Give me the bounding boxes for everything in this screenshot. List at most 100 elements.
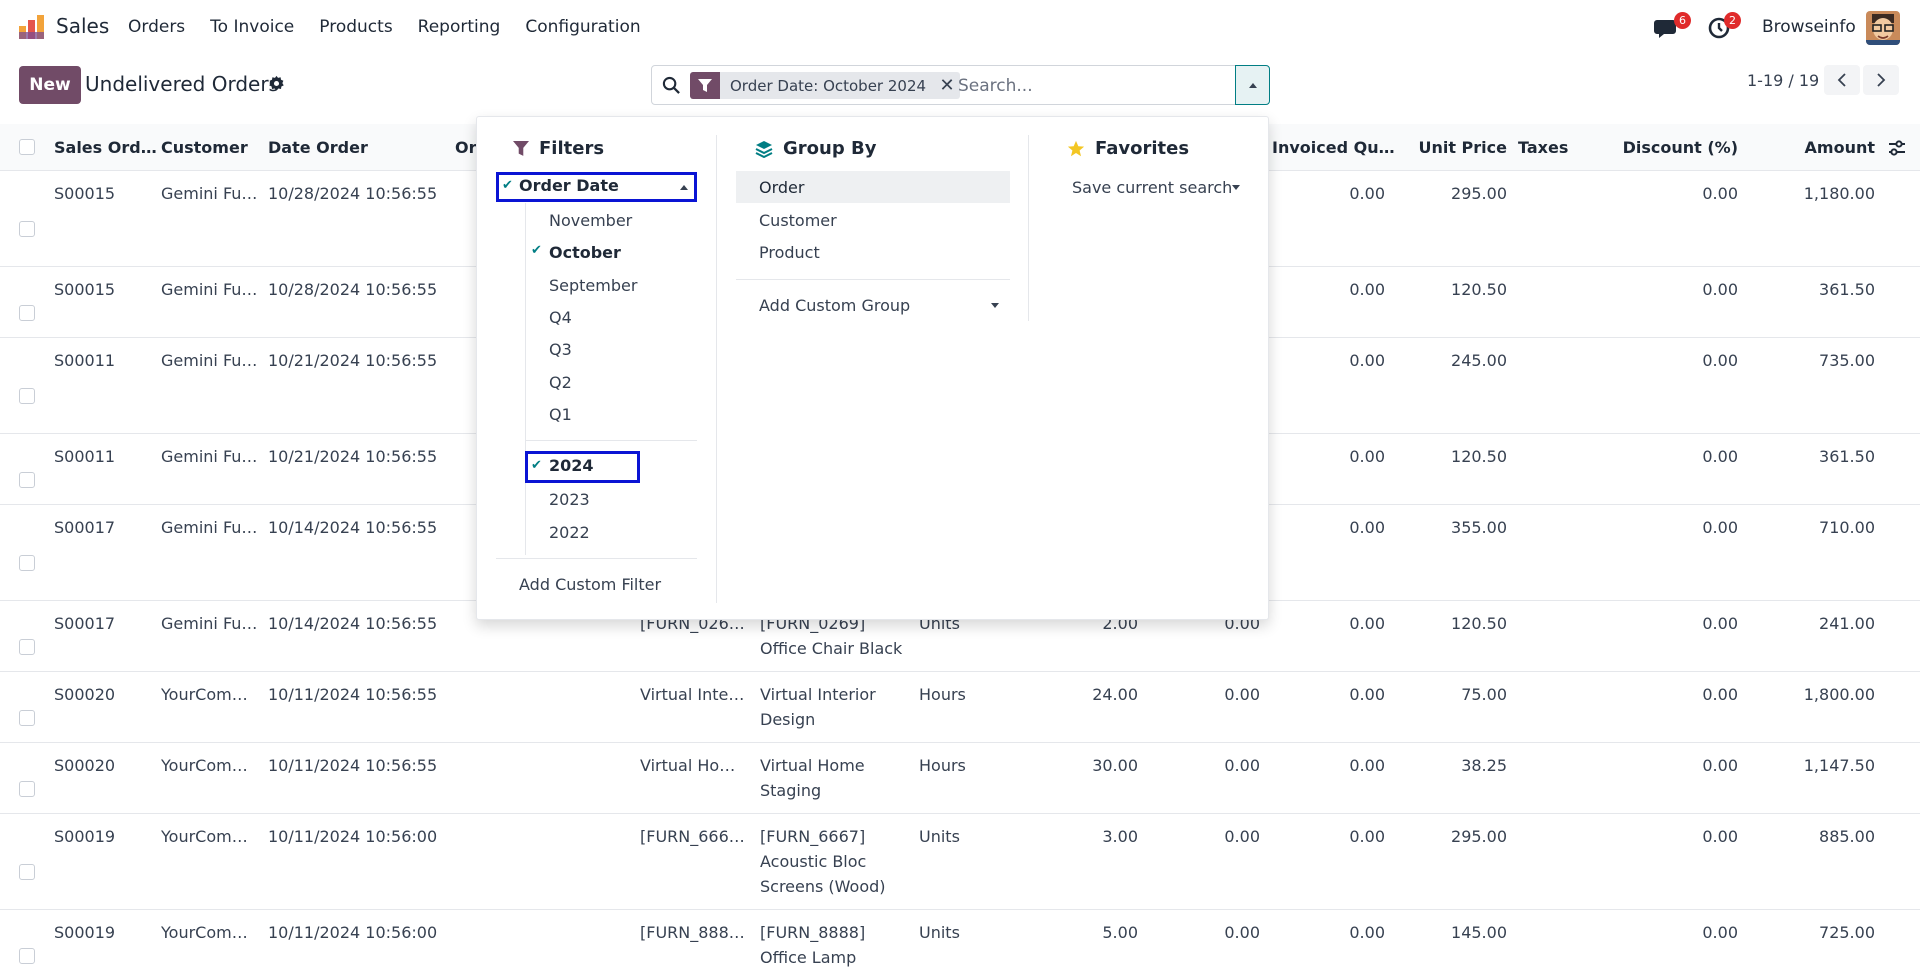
main-menu: Orders To Invoice Products Reporting Con…: [128, 17, 666, 37]
add-custom-filter[interactable]: Add Custom Filter: [519, 575, 662, 594]
avatar[interactable]: [1866, 11, 1900, 45]
divider: [525, 440, 697, 441]
search-input[interactable]: [958, 74, 1228, 98]
cell-delivered: 0.00: [1224, 923, 1260, 942]
pager-next-button[interactable]: [1863, 65, 1899, 95]
cell-price: 120.50: [1451, 280, 1507, 299]
cell-invoiced: 0.00: [1349, 447, 1385, 466]
search-panel-toggle[interactable]: [1235, 65, 1270, 105]
order-date-option[interactable]: ✔ Order Date: [496, 172, 697, 202]
col-amount[interactable]: Amount: [1804, 138, 1875, 157]
col-unit-price[interactable]: Unit Price: [1418, 138, 1507, 157]
app-name[interactable]: Sales: [56, 14, 110, 38]
add-custom-group[interactable]: Add Custom Group: [759, 296, 911, 315]
cell-amount: 725.00: [1819, 923, 1875, 942]
option-october[interactable]: October: [549, 243, 621, 262]
cell-amount: 361.50: [1819, 280, 1875, 299]
row-checkbox[interactable]: [19, 472, 35, 488]
cell-amount: 885.00: [1819, 827, 1875, 846]
row-checkbox[interactable]: [19, 221, 35, 237]
pager-value[interactable]: 1-19 / 19: [1747, 71, 1820, 90]
caret-down-icon[interactable]: [1232, 185, 1240, 190]
table-row[interactable]: S00019 YourCom… 10/11/2024 10:56:00 [FURN_6…: [0, 814, 1920, 910]
cell-qty: 3.00: [1102, 827, 1138, 846]
option-2024[interactable]: ✔ 2024: [525, 451, 640, 483]
chat-icon[interactable]: [1654, 15, 1680, 41]
facet-label: Order Date: October 2024: [720, 72, 935, 99]
option-2022[interactable]: 2022: [549, 523, 590, 542]
cell-customer: YourCom…: [161, 685, 248, 704]
row-checkbox[interactable]: [19, 948, 35, 964]
cell-discount: 0.00: [1702, 614, 1738, 633]
menu-orders[interactable]: Orders: [128, 17, 186, 37]
cell-amount: 735.00: [1819, 351, 1875, 370]
cell-invoiced: 0.00: [1349, 518, 1385, 537]
cell-order: S00017: [54, 614, 116, 633]
new-button[interactable]: New: [19, 66, 81, 104]
company-switcher[interactable]: Browseinfo: [1762, 17, 1856, 37]
row-checkbox[interactable]: [19, 555, 35, 571]
option-2023[interactable]: 2023: [549, 490, 590, 509]
optional-columns-icon[interactable]: [1888, 139, 1906, 157]
cell-invoiced: 0.00: [1349, 351, 1385, 370]
table-row[interactable]: S00020 YourCom… 10/11/2024 10:56:55 Virtual…: [0, 743, 1920, 814]
col-order-partial[interactable]: Or: [455, 138, 477, 157]
option-q4[interactable]: Q4: [549, 308, 572, 327]
select-all-checkbox[interactable]: [19, 139, 35, 155]
table-row[interactable]: S00020 YourCom… 10/11/2024 10:56:55 Virtual…: [0, 672, 1920, 743]
col-date-order[interactable]: Date Order: [268, 138, 368, 157]
cell-date: 10/21/2024 10:56:55: [268, 447, 438, 466]
caret-down-icon[interactable]: [991, 303, 999, 308]
groupby-title-text: Group By: [783, 138, 877, 159]
row-checkbox[interactable]: [19, 864, 35, 880]
groupby-customer[interactable]: Customer: [759, 211, 837, 230]
col-discount[interactable]: Discount (%): [1622, 138, 1738, 157]
option-q1[interactable]: Q1: [549, 405, 572, 424]
gear-icon[interactable]: [268, 75, 285, 92]
groupby-product[interactable]: Product: [759, 243, 820, 262]
menu-to-invoice[interactable]: To Invoice: [210, 17, 295, 37]
row-checkbox[interactable]: [19, 781, 35, 797]
cell-invoiced: 0.00: [1349, 685, 1385, 704]
pager-previous-button[interactable]: [1824, 65, 1860, 95]
cell-order: S00015: [54, 280, 116, 299]
row-checkbox[interactable]: [19, 639, 35, 655]
col-taxes[interactable]: Taxes: [1518, 138, 1569, 157]
cell-uom: Hours: [919, 685, 966, 704]
row-checkbox[interactable]: [19, 305, 35, 321]
save-current-search[interactable]: Save current search: [1072, 178, 1233, 197]
cell-discount: 0.00: [1702, 923, 1738, 942]
cell-invoiced: 0.00: [1349, 923, 1385, 942]
col-customer[interactable]: Customer: [161, 138, 248, 157]
search-icon[interactable]: [662, 76, 681, 95]
option-q3[interactable]: Q3: [549, 340, 572, 359]
groupby-order[interactable]: Order: [759, 178, 805, 197]
cell-product: Virtual Ho…: [640, 756, 736, 775]
cell-uom: Hours: [919, 756, 966, 775]
option-november[interactable]: November: [549, 211, 633, 230]
row-checkbox[interactable]: [19, 710, 35, 726]
col-invoiced-qty[interactable]: Invoiced Qu…: [1272, 138, 1395, 157]
sales-logo-icon[interactable]: [18, 14, 46, 40]
menu-reporting[interactable]: Reporting: [417, 17, 501, 37]
chevron-right-icon: [1877, 73, 1886, 87]
cell-date: 10/14/2024 10:56:55: [268, 614, 438, 633]
menu-products[interactable]: Products: [319, 17, 393, 37]
cell-price: 120.50: [1451, 614, 1507, 633]
cell-date: 10/11/2024 10:56:00: [268, 827, 438, 846]
menu-configuration[interactable]: Configuration: [525, 17, 641, 37]
option-q2[interactable]: Q2: [549, 373, 572, 392]
cell-discount: 0.00: [1702, 184, 1738, 203]
cell-date: 10/11/2024 10:56:55: [268, 756, 438, 775]
col-sales-order[interactable]: Sales Ord…: [54, 138, 157, 157]
row-checkbox[interactable]: [19, 388, 35, 404]
cell-amount: 1,180.00: [1803, 184, 1875, 203]
cell-order: S00011: [54, 351, 116, 370]
cell-date: 10/28/2024 10:56:55: [268, 280, 438, 299]
search-facet: Order Date: October 2024 ✕: [690, 72, 961, 99]
cell-discount: 0.00: [1702, 280, 1738, 299]
cell-price: 245.00: [1451, 351, 1507, 370]
table-row[interactable]: S00019 YourCom… 10/11/2024 10:56:00 [FURN_8…: [0, 910, 1920, 968]
close-icon[interactable]: ✕: [934, 72, 961, 99]
option-september[interactable]: September: [549, 276, 638, 295]
